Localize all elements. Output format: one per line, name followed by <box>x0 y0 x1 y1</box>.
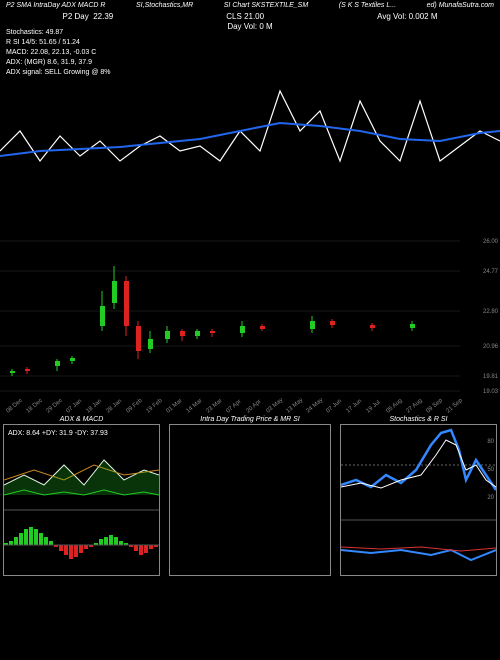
svg-text:07 Jun: 07 Jun <box>325 398 343 414</box>
svg-text:26.00: 26.00 <box>483 239 499 245</box>
svg-text:01 Mar: 01 Mar <box>165 398 183 415</box>
svg-text:14 Mar: 14 Mar <box>185 398 203 415</box>
panel-adx[interactable]: ADX & MACD ADX: 8.64 +DY: 31.9 -DY: 37.9… <box>2 416 161 577</box>
hdr-left: P2 SMA IntraDay ADX MACD R <box>6 2 105 9</box>
svg-text:03 May: 03 May <box>265 397 284 414</box>
intraday-chart[interactable] <box>169 424 331 576</box>
hdr-right: ed) MunafaSutra.com <box>427 2 494 9</box>
panel-stoch-title: Stochastics & R SI <box>339 416 498 423</box>
svg-text:19.03: 19.03 <box>483 389 499 395</box>
bottom-panels: ADX & MACD ADX: 8.64 +DY: 31.9 -DY: 37.9… <box>0 416 500 577</box>
adx-macd-chart[interactable]: ADX: 8.64 +DY: 31.9 -DY: 37.93 <box>3 424 160 576</box>
svg-text:19 Jul: 19 Jul <box>365 400 381 415</box>
svg-text:ADX: 8.64 +DY: 31.9 -DY: 37.9: ADX: 8.64 +DY: 31.9 -DY: 37.93 <box>8 430 108 437</box>
svg-text:22.80: 22.80 <box>483 309 499 315</box>
svg-text:80: 80 <box>487 439 494 445</box>
svg-text:17 Jun: 17 Jun <box>345 398 363 414</box>
stoch-rsi-chart[interactable]: 80 50 20 <box>340 424 497 576</box>
svg-text:08 Dec: 08 Dec <box>5 398 23 415</box>
svg-text:21 Sep: 21 Sep <box>445 397 464 414</box>
svg-text:19 Feb: 19 Feb <box>145 398 164 415</box>
svg-text:24 May: 24 May <box>305 397 324 414</box>
hdr-m1: SI,Stochastics,MR <box>136 2 193 9</box>
header-row: P2 SMA IntraDay ADX MACD R SI,Stochastic… <box>0 0 500 11</box>
svg-text:50: 50 <box>487 467 494 473</box>
svg-text:07 Apr: 07 Apr <box>225 399 242 415</box>
avgvol: Avg Vol: 0.002 M <box>377 12 437 21</box>
svg-text:20: 20 <box>487 495 494 501</box>
ind-adx-sig: ADX signal: SELL Growing @ 8% <box>6 68 111 78</box>
ind-stoch: Stochastics: 49.87 <box>6 28 111 38</box>
svg-text:20 Apr: 20 Apr <box>245 399 262 415</box>
sub-row: P2 Day 22.39 CLS 21.00 Avg Vol: 0.002 M <box>0 11 500 22</box>
chart-root: { "header":{ "left":"P2 SMA IntraDay ADX… <box>0 0 500 660</box>
candle-chart[interactable]: 26.00 24.77 22.80 20.96 19.81 19.03 08 Dec18 D… <box>0 231 500 416</box>
svg-text:13 May: 13 May <box>285 397 304 414</box>
ind-rsi: R SI 14/5: 51.65 / 51.24 <box>6 38 111 48</box>
svg-text:07 Jan: 07 Jan <box>65 398 83 414</box>
p2day: P2 Day 22.39 <box>63 12 114 21</box>
svg-text:24.77: 24.77 <box>483 269 499 275</box>
svg-text:09 Sep: 09 Sep <box>425 397 444 414</box>
svg-text:19.81: 19.81 <box>483 374 499 380</box>
panel-stoch[interactable]: Stochastics & R SI 80 50 20 <box>339 416 498 577</box>
hdr-m3: (S K S Textiles L... <box>339 2 396 9</box>
panel-adx-title: ADX & MACD <box>2 416 161 423</box>
svg-text:23 Mar: 23 Mar <box>205 398 223 415</box>
panel-intra-title: Intra Day Trading Price & MR SI <box>168 416 332 423</box>
svg-text:18 Dec: 18 Dec <box>25 398 43 415</box>
panel-intra[interactable]: Intra Day Trading Price & MR SI <box>168 416 332 577</box>
ind-adx: ADX: (MGR) 8.6, 31.9, 37.9 <box>6 58 111 68</box>
svg-text:27 Aug: 27 Aug <box>405 398 423 415</box>
svg-text:29 Dec: 29 Dec <box>45 398 63 415</box>
indicator-block: Stochastics: 49.87 R SI 14/5: 51.65 / 51… <box>6 28 111 78</box>
svg-text:05 Aug: 05 Aug <box>385 398 403 415</box>
cls: CLS 21.00 <box>226 12 264 21</box>
svg-text:09 Feb: 09 Feb <box>125 398 144 415</box>
hdr-m2: SI Chart SKSTEXTILE_SM <box>224 2 308 9</box>
svg-text:28 Jan: 28 Jan <box>105 398 123 414</box>
svg-text:20.96: 20.96 <box>483 344 499 350</box>
svg-text:18 Jan: 18 Jan <box>85 398 103 414</box>
ind-macd: MACD: 22.08, 22.13, -0.03 C <box>6 48 111 58</box>
